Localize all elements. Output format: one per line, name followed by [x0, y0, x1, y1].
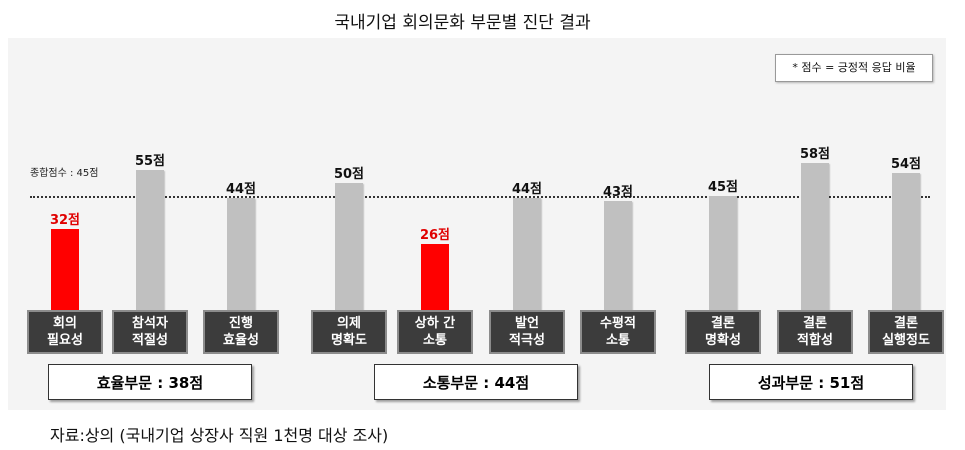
average-label: 종합점수 : 45점 — [30, 168, 99, 179]
bar-value-label-3: 44점 — [225, 182, 257, 198]
bar-value-label-8: 45점 — [707, 179, 739, 195]
bar-value-label-1: 32점 — [49, 212, 81, 228]
bar-value-label-4: 50점 — [333, 167, 365, 182]
bar-9 — [801, 162, 829, 310]
bar-4 — [335, 183, 363, 310]
bar-8 — [709, 195, 737, 310]
section-communication: 소통부문 : 44점 — [374, 364, 578, 400]
category-label-5: 상하 간 소통 — [397, 310, 473, 354]
bar-7 — [604, 200, 632, 310]
section-performance: 성과부문 : 51점 — [709, 364, 913, 400]
category-label-4: 의제 명확도 — [311, 310, 387, 354]
bar-2 — [136, 170, 164, 310]
category-label-7: 수평적 소통 — [580, 310, 656, 354]
category-label-2: 참석자 적절성 — [112, 310, 188, 354]
bar-3 — [227, 198, 255, 310]
bar-value-label-10: 54점 — [890, 156, 922, 172]
source-note: 자료:상의 (국내기업 상장사 직원 1천명 대상 조사) — [50, 426, 389, 445]
section-efficiency: 효율부문 : 38점 — [48, 364, 252, 400]
category-label-9: 결론 적합성 — [777, 310, 853, 354]
bar-value-label-7: 43점 — [602, 184, 634, 200]
chart-title: 국내기업 회의문화 부문별 진단 결과 — [334, 13, 591, 33]
bar-value-label-6: 44점 — [511, 182, 543, 198]
category-label-6: 발언 적극성 — [489, 310, 565, 354]
bar-5 — [421, 243, 449, 310]
bar-value-label-2: 55점 — [134, 154, 166, 170]
average-line — [30, 195, 930, 198]
bar-value-label-5: 26점 — [419, 227, 451, 243]
bar-6 — [513, 198, 541, 310]
category-label-1: 회의 필요성 — [27, 310, 103, 354]
legend-note: * 점수 = 긍정적 응답 비율 — [775, 54, 933, 82]
category-label-10: 결론 실행정도 — [868, 310, 944, 354]
bar-1 — [51, 228, 79, 310]
category-label-3: 진행 효율성 — [203, 310, 279, 354]
bar-value-label-9: 58점 — [799, 146, 831, 162]
category-label-8: 결론 명확성 — [685, 310, 761, 354]
bar-10 — [892, 172, 920, 310]
